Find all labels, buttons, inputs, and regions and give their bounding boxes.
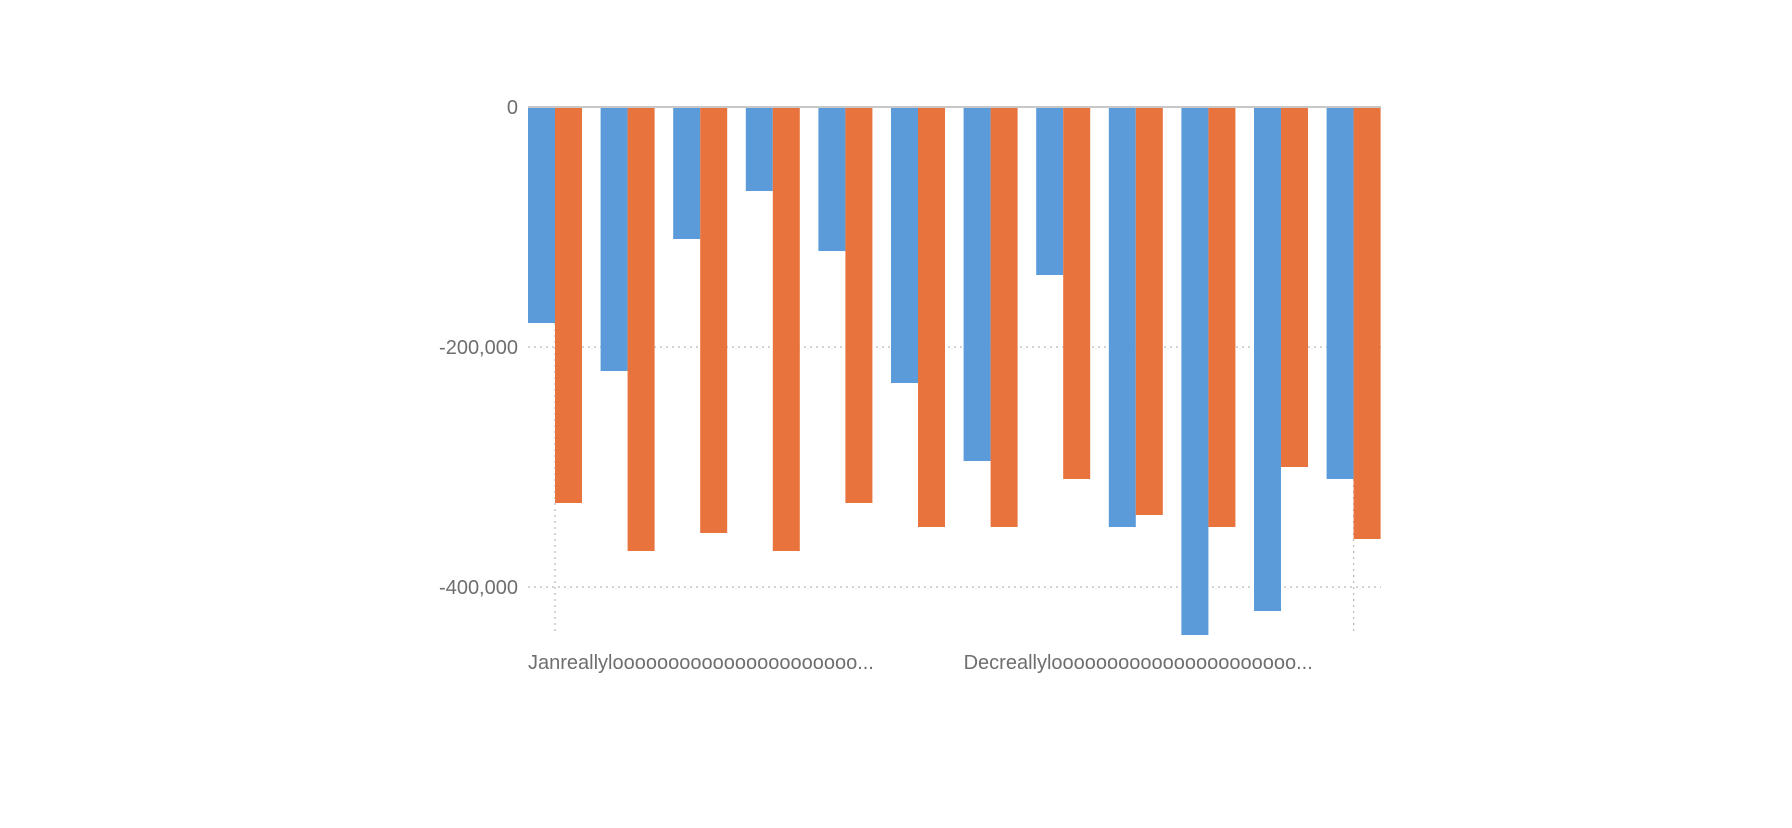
x-axis: Janreallyloooooooooooooooooooooo... Decre…: [528, 652, 1313, 674]
bar-series-1-cat-7: [963, 107, 991, 461]
bar-series-2-cat-1: [555, 107, 582, 503]
bar-series-1-cat-10: [1181, 107, 1209, 635]
bar-series-2-cat-7: [990, 107, 1018, 527]
bar-series-1-cat-1: [528, 107, 555, 323]
bar-series-2-cat-10: [1208, 107, 1236, 527]
x-tick-label: Decreallyloooooooooooooooooooooo...: [964, 652, 1313, 674]
x-tick-label: Janreallyloooooooooooooooooooooo...: [528, 652, 874, 674]
bar-series-2-cat-5: [845, 107, 873, 503]
bar-series-2-cat-2: [627, 107, 655, 551]
bar-series-1-cat-11: [1254, 107, 1281, 611]
bars: [528, 107, 1381, 635]
bar-series-2-cat-12: [1353, 107, 1381, 539]
bar-series-2-cat-8: [1063, 107, 1091, 479]
y-tick-label: -400,000: [439, 577, 518, 599]
y-tick-label: 0: [507, 97, 518, 119]
bar-series-1-cat-4: [745, 107, 773, 191]
bar-series-1-cat-2: [600, 107, 628, 371]
bar-series-1-cat-12: [1326, 107, 1354, 479]
bar-series-1-cat-9: [1108, 107, 1136, 527]
bar-series-2-cat-11: [1281, 107, 1308, 467]
gridlines: [528, 107, 1381, 632]
y-tick-label: -200,000: [439, 337, 518, 359]
bar-series-1-cat-6: [891, 107, 918, 383]
bar-series-1-cat-3: [673, 107, 701, 239]
bar-series-2-cat-4: [772, 107, 800, 551]
bar-series-1-cat-5: [818, 107, 846, 251]
bar-series-1-cat-8: [1036, 107, 1064, 275]
y-axis: 0 -200,000 -400,000: [439, 97, 1381, 599]
bar-series-2-cat-6: [918, 107, 945, 527]
bar-series-2-cat-9: [1135, 107, 1163, 515]
bar-series-2-cat-3: [700, 107, 728, 533]
